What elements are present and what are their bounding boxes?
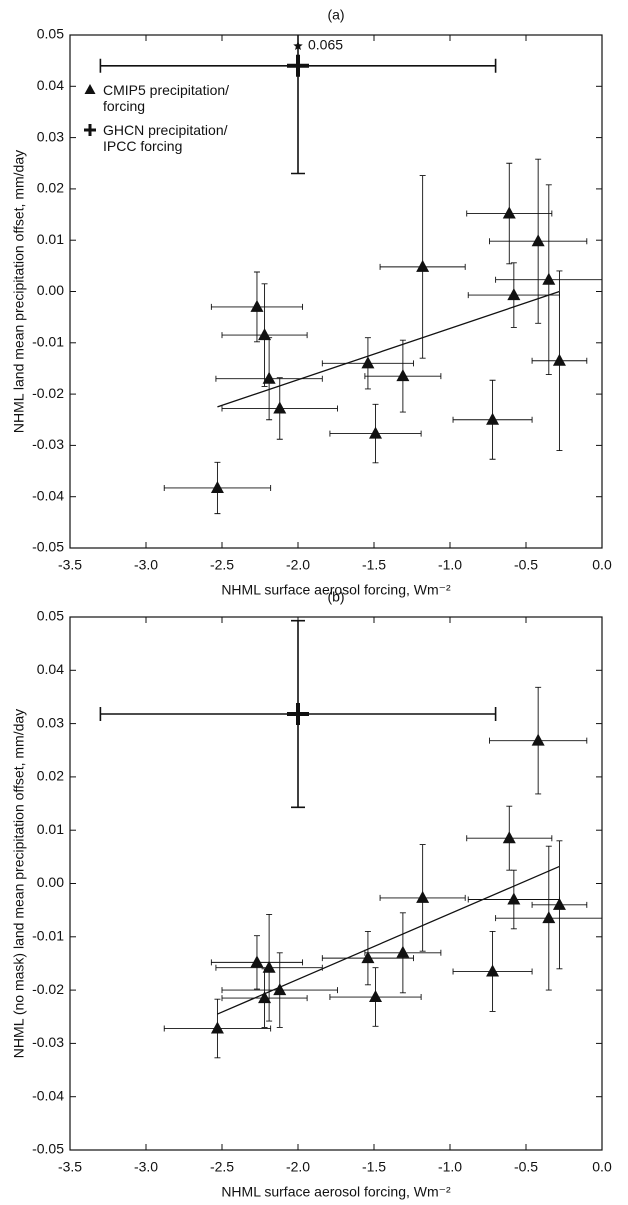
triangle-marker xyxy=(486,964,500,977)
panel-title: (b) xyxy=(327,589,344,605)
x-tick-label: -2.0 xyxy=(286,557,310,573)
y-axis-label: NHML land mean precipitation offset, mm/… xyxy=(11,150,27,433)
triangle-marker xyxy=(250,299,264,312)
annotation: 0.065 xyxy=(308,37,343,53)
x-tick-label: -0.5 xyxy=(514,1159,538,1175)
triangle-marker xyxy=(507,288,521,301)
x-tick-label: -1.0 xyxy=(438,557,462,573)
triangle-marker xyxy=(369,990,383,1003)
y-tick-label: -0.01 xyxy=(32,928,64,944)
triangle-marker xyxy=(486,412,500,425)
y-tick-label: 0.01 xyxy=(37,821,64,837)
legend-plus xyxy=(84,124,96,136)
y-tick-label: -0.02 xyxy=(32,981,64,997)
triangle-marker xyxy=(273,983,287,996)
triangle-marker xyxy=(262,960,276,973)
y-tick-label: 0.04 xyxy=(37,77,64,93)
y-tick-label: 0.02 xyxy=(37,768,64,784)
triangle-marker xyxy=(502,206,516,219)
x-tick-label: -3.5 xyxy=(58,1159,82,1175)
triangle-marker xyxy=(416,890,430,903)
y-tick-label: 0.05 xyxy=(37,26,64,42)
fit-line xyxy=(217,865,560,1015)
x-tick-label: -1.0 xyxy=(438,1159,462,1175)
panel-title: (a) xyxy=(327,7,344,23)
triangle-marker xyxy=(361,951,375,964)
triangle-marker xyxy=(210,1021,224,1034)
legend-entry: CMIP5 precipitation/ forcing xyxy=(103,82,230,114)
triangle-marker xyxy=(361,356,375,369)
triangle-marker xyxy=(258,328,272,341)
triangle-marker xyxy=(552,353,566,366)
y-tick-label: 0.04 xyxy=(37,661,64,677)
x-tick-label: -1.5 xyxy=(362,1159,386,1175)
x-tick-label: -3.0 xyxy=(134,1159,158,1175)
y-tick-label: -0.04 xyxy=(32,487,64,503)
y-tick-label: -0.03 xyxy=(32,1034,64,1050)
triangle-marker xyxy=(531,234,545,247)
plus-marker xyxy=(287,703,309,726)
triangle-marker xyxy=(396,945,410,958)
plot-area xyxy=(99,619,602,1059)
y-tick-label: -0.05 xyxy=(32,539,64,555)
y-tick-label: -0.05 xyxy=(32,1141,64,1157)
y-tick-label: -0.04 xyxy=(32,1087,64,1103)
y-tick-label: 0.00 xyxy=(37,282,64,298)
triangle-marker xyxy=(531,733,545,746)
y-tick-label: 0.01 xyxy=(37,231,64,247)
y-tick-label: -0.03 xyxy=(32,436,64,452)
x-tick-label: -0.5 xyxy=(514,557,538,573)
fit-line xyxy=(217,290,560,408)
y-tick-label: 0.00 xyxy=(37,874,64,890)
x-axis-label: NHML surface aerosol forcing, Wm⁻² xyxy=(221,1184,451,1200)
triangle-marker xyxy=(250,955,264,968)
y-tick-label: 0.03 xyxy=(37,128,64,144)
triangle-marker xyxy=(262,371,276,384)
x-tick-label: -2.5 xyxy=(210,1159,234,1175)
y-error-bar xyxy=(291,35,305,175)
legend-triangle xyxy=(84,84,96,94)
legend-entry: GHCN precipitation/ IPCC forcing xyxy=(103,122,228,154)
frame xyxy=(69,616,603,1151)
triangle-marker xyxy=(507,892,521,905)
x-tick-label: -3.0 xyxy=(134,557,158,573)
y-tick-label: 0.03 xyxy=(37,714,64,730)
plot-area xyxy=(99,35,602,515)
y-tick-label: -0.01 xyxy=(32,334,64,350)
star-marker xyxy=(293,41,303,51)
x-tick-label: -2.5 xyxy=(210,557,234,573)
triangle-marker xyxy=(258,991,272,1004)
triangle-marker xyxy=(552,897,566,910)
x-tick-label: -3.5 xyxy=(58,557,82,573)
triangle-marker xyxy=(369,426,383,439)
x-tick-label: -1.5 xyxy=(362,557,386,573)
triangle-marker xyxy=(502,831,516,844)
x-tick-label: -2.0 xyxy=(286,1159,310,1175)
y-axis-label: NHML (no mask) land mean precipitation o… xyxy=(11,709,27,1058)
y-tick-label: -0.02 xyxy=(32,385,64,401)
x-tick-label: 0.0 xyxy=(592,1159,612,1175)
triangle-marker xyxy=(542,272,556,285)
y-tick-label: 0.05 xyxy=(37,608,64,624)
triangle-marker xyxy=(396,369,410,382)
triangle-marker xyxy=(210,480,224,493)
triangle-marker xyxy=(273,401,287,414)
triangle-marker xyxy=(416,259,430,272)
y-tick-label: 0.02 xyxy=(37,180,64,196)
plus-marker xyxy=(287,54,309,77)
triangle-marker xyxy=(542,911,556,924)
x-tick-label: 0.0 xyxy=(592,557,612,573)
x-axis-label: NHML surface aerosol forcing, Wm⁻² xyxy=(221,582,451,598)
